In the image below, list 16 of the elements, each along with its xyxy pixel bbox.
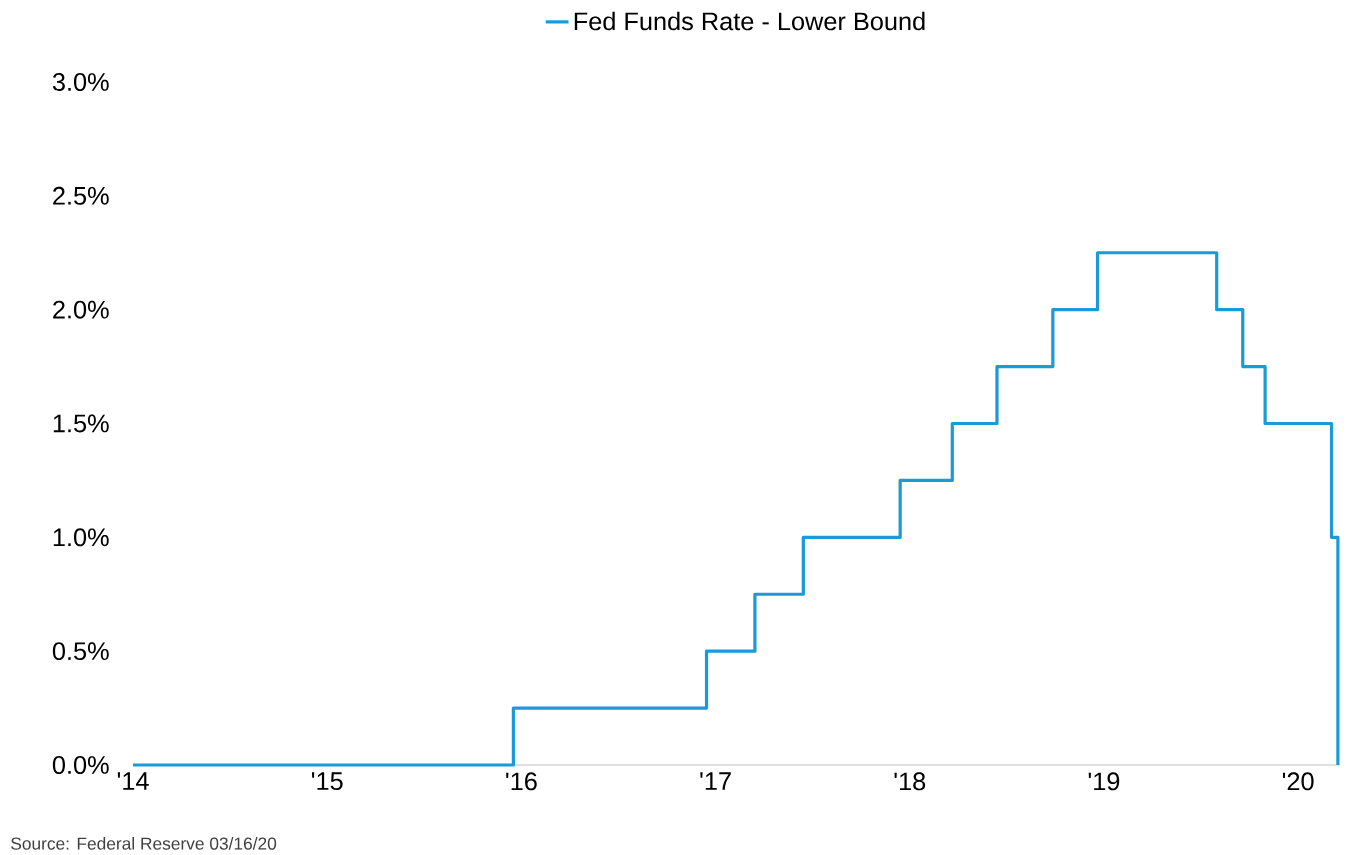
y-tick-label: 2.5%	[53, 186, 109, 205]
x-tick-label: '19	[1088, 772, 1120, 791]
y-tick-label: 0.5%	[52, 642, 109, 661]
y-tick-label: 0.0%	[52, 756, 109, 774]
y-tick-label: 1.0%	[53, 528, 109, 547]
x-tick-label: '15	[311, 772, 343, 791]
y-tick-label: 3.0%	[52, 73, 109, 91]
source-note: Source: Federal Reserve 03/16/20	[11, 836, 277, 850]
x-tick-label: '17	[700, 772, 731, 790]
x-tick-label: '20	[1282, 772, 1314, 791]
x-tick-label: '16	[506, 772, 537, 791]
legend-label: Fed Funds Rate - Lower Bound	[574, 11, 925, 31]
x-tick-label: '14	[117, 772, 149, 790]
y-tick-label: 2.0%	[53, 300, 109, 319]
x-tick-label: '18	[894, 772, 926, 791]
y-tick-label: 1.5%	[53, 414, 109, 433]
